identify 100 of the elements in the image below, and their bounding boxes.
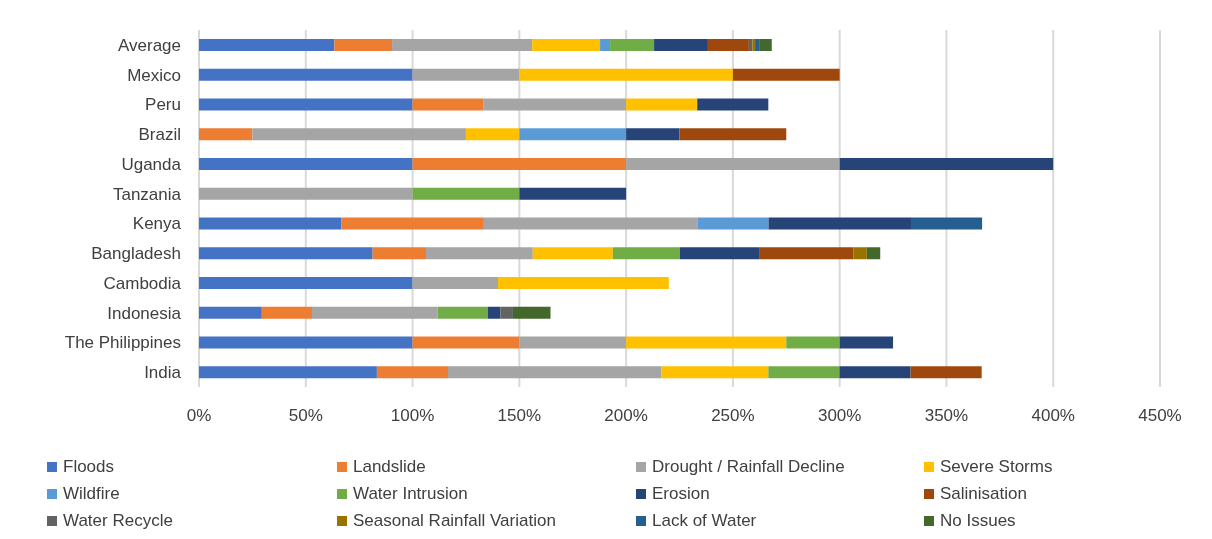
bar [732,68,840,81]
bar [199,217,342,230]
x-tick-label: 50% [288,406,323,426]
bar [334,39,393,51]
x-tick-label: 250% [711,406,755,426]
bar [755,39,760,51]
legend-label: Landslide [353,456,426,477]
bar [412,68,520,81]
bar [679,247,760,260]
bar [519,336,627,349]
bar [707,39,749,51]
x-tick-label: 400% [1031,406,1075,426]
bar [866,247,881,260]
bar [261,306,312,319]
legend-label: No Issues [940,510,1016,531]
legend-label: Drought / Rainfall Decline [652,456,845,477]
x-tick-label: 350% [924,406,969,426]
y-tick-label: Peru [145,95,181,115]
y-tick-label: Tanzania [112,184,182,204]
bar [626,158,840,170]
bar [392,39,533,51]
y-tick-label: Indonesia [107,303,182,323]
y-tick-label: India [144,363,182,383]
bar [199,128,253,141]
bar [199,277,413,289]
legend-label: Wildfire [63,483,120,504]
bar [839,158,1054,170]
bar [839,366,911,379]
y-tick-label: Bangladesh [91,244,181,264]
bar [497,277,669,289]
bar [199,39,335,51]
bar [199,336,413,349]
bar [483,98,627,111]
bar [512,306,551,319]
bar [252,128,466,141]
bar [661,366,769,379]
bar [412,98,484,111]
x-tick-label: 100% [390,406,435,426]
x-tick-label: 150% [497,406,542,426]
bar [500,306,513,319]
bar [437,306,488,319]
bar [910,217,983,230]
bar [697,98,769,111]
y-tick-label: Kenya [132,214,182,234]
bar [519,128,627,141]
bar [626,98,698,111]
bar [626,336,787,349]
bar [376,366,449,379]
x-tick-label: 450% [1138,406,1182,426]
bar [199,306,262,319]
bar [654,39,708,51]
legend-label: Lack of Water [652,510,757,531]
y-tick-label: The Philippines [64,333,181,353]
bar [412,158,627,170]
bar [483,217,698,230]
bar [853,247,867,260]
bar [748,39,753,51]
bar [532,39,601,51]
bar [426,247,533,260]
legend-label: Salinisation [940,483,1027,504]
bar [448,366,662,379]
x-tick-label: 200% [604,406,648,426]
x-tick-label: 0% [186,406,212,426]
bar [412,277,498,289]
legend-label: Seasonal Rainfall Variation [353,510,556,531]
bar [519,68,733,81]
bar [610,39,655,51]
bar [199,366,377,379]
legend-label: Erosion [652,483,710,504]
bar [612,247,680,260]
bar [768,217,911,230]
bar [532,247,613,260]
bar [759,39,772,51]
legend-label: Water Recycle [63,510,173,531]
bar [910,366,982,379]
bar [697,217,769,230]
x-tick-label: 300% [817,406,862,426]
bar [786,336,840,349]
bar [600,39,611,51]
bar [199,247,373,260]
bar [519,187,627,200]
legend-label: Severe Storms [940,456,1053,477]
bar [768,366,840,379]
y-tick-label: Uganda [121,154,182,174]
bar [839,336,894,349]
bar [199,158,413,170]
bar [412,336,520,349]
legend-label: Floods [63,456,115,477]
bar [487,306,501,319]
bar [465,128,520,141]
y-tick-label: Average [117,35,181,55]
bar [679,128,787,141]
y-tick-label: Cambodia [103,273,182,293]
bar [372,247,427,260]
legend-label: Water Intrusion [353,483,468,504]
bar [626,128,680,141]
bar [759,247,854,260]
bar [311,306,438,319]
y-tick-label: Mexico [127,65,181,85]
bar [199,98,413,111]
